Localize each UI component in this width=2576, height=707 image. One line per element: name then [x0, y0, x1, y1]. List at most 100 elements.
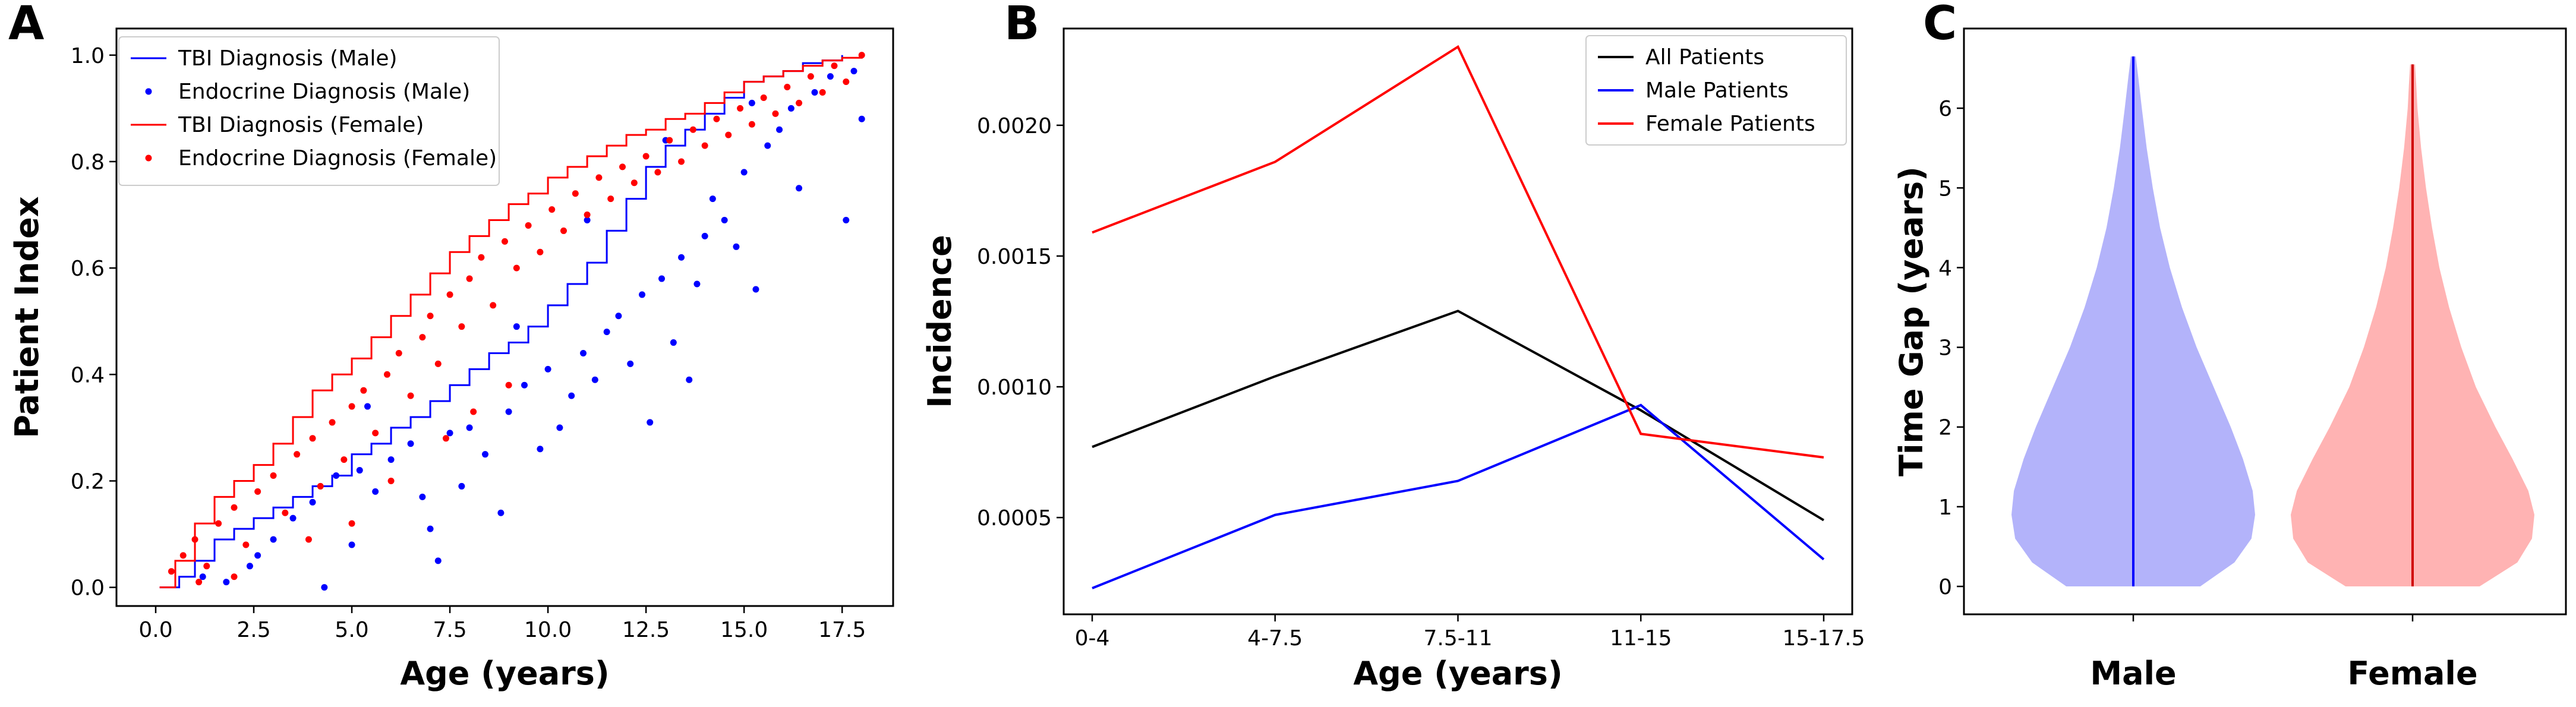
scatter-point [642, 153, 649, 160]
scatter-point [584, 217, 591, 224]
y-tick-label: 4 [1938, 256, 1952, 280]
scatter-point [513, 264, 520, 272]
scatter-point [446, 430, 453, 437]
category-label: Female [2347, 655, 2477, 692]
scatter-point [811, 89, 818, 96]
scatter-point [525, 222, 532, 229]
scatter-point [748, 99, 755, 106]
legend-entry: Male Patients [1645, 78, 1789, 103]
scatter-point [372, 488, 379, 495]
x-tick-label: 7.5-11 [1423, 626, 1492, 651]
scatter-point [497, 509, 505, 516]
scatter-point [407, 440, 414, 447]
category-label: Male [2090, 655, 2176, 692]
y-tick-label: 0.0020 [977, 114, 1052, 138]
y-tick-label: 0.0005 [977, 506, 1052, 531]
scatter-point [752, 286, 759, 293]
scatter-point [595, 174, 603, 181]
y-tick-label: 0.4 [71, 363, 105, 387]
scatter-point [383, 371, 390, 378]
scatter-point [658, 275, 666, 282]
scatter-point [282, 509, 289, 516]
scatter-point [246, 563, 253, 570]
scatter-point [548, 206, 556, 213]
scatter-point [748, 121, 755, 128]
scatter-point [502, 238, 508, 245]
x-tick-label: 15-17.5 [1783, 626, 1865, 651]
scatter-point [827, 73, 834, 80]
scatter-point [458, 482, 465, 490]
scatter-point [513, 323, 520, 330]
scatter-point [764, 142, 771, 149]
scatter-point [776, 126, 783, 133]
scatter-point [568, 392, 575, 399]
scatter-point [289, 515, 297, 522]
scatter-point [348, 541, 355, 548]
scatter-point [584, 212, 591, 219]
x-tick-label: 10.0 [524, 618, 572, 642]
x-tick-label: 0-4 [1075, 626, 1110, 651]
scatter-point [372, 430, 379, 437]
scatter-point [442, 435, 449, 442]
x-axis-label: Age (years) [1353, 655, 1562, 692]
scatter-point [713, 115, 720, 122]
y-axis-label: Patient Index [8, 196, 46, 438]
x-tick-label: 17.5 [818, 618, 866, 642]
legend-box [1585, 35, 1847, 146]
series-line-0 [159, 55, 843, 589]
scatter-point [231, 573, 238, 580]
y-tick-label: 0.0010 [977, 375, 1052, 400]
scatter-point [796, 99, 803, 106]
scatter-point [179, 552, 187, 559]
scatter-point [446, 291, 453, 298]
legend-entry: All Patients [1645, 45, 1764, 70]
scatter-point [348, 403, 355, 410]
scatter-point [481, 451, 488, 458]
series-line-0 [1092, 310, 1825, 522]
scatter-point [348, 520, 355, 527]
scatter-point [537, 446, 544, 453]
scatter-point [678, 158, 685, 165]
scatter-point [360, 387, 367, 394]
scatter-point [858, 52, 865, 59]
series-line-2 [1092, 45, 1824, 459]
scatter-point [305, 536, 312, 543]
scatter-point [419, 493, 426, 500]
scatter-point [647, 419, 654, 426]
scatter-point [639, 291, 646, 298]
panel-a: A 0.0 2.5 5.0 7.5 10.0 12.5 15.0 17.5 0.0 0.2 0.4 0… [8, 0, 894, 692]
scatter-point [196, 579, 203, 586]
scatter-point [537, 248, 544, 255]
y-tick-label: 2 [1938, 416, 1952, 440]
x-tick-label: 11-15 [1610, 626, 1672, 651]
scatter-point [831, 62, 838, 70]
scatter-point [591, 376, 598, 383]
scatter-point [580, 349, 587, 356]
scatter-point [721, 217, 728, 224]
scatter-point [819, 89, 826, 96]
scatter-point [490, 302, 497, 309]
y-axis-label: Time Gap (years) [1893, 166, 1930, 476]
scatter-point [603, 329, 610, 336]
scatter-point [387, 477, 395, 484]
panel-c: C 0 1 2 3 4 5 6 Time Gap (years) Male Female [1893, 0, 2567, 692]
scatter-point [478, 254, 485, 261]
scatter-point [223, 579, 230, 586]
scatter-point [678, 254, 685, 261]
scatter-point [670, 339, 677, 346]
y-tick-label: 0 [1938, 575, 1952, 599]
scatter-point [701, 142, 708, 149]
scatter-point [784, 84, 791, 91]
scatter-point [203, 563, 210, 570]
scatter-point [466, 275, 473, 282]
scatter-point [434, 360, 442, 367]
x-tick-label: 5.0 [335, 618, 368, 642]
scatter-point [627, 360, 634, 367]
legend-entry: Endocrine Diagnosis (Female) [178, 146, 497, 171]
scatter-point [270, 472, 277, 479]
scatter-point [387, 456, 395, 463]
scatter-point [807, 73, 814, 80]
scatter-point [858, 115, 865, 122]
scatter-point [843, 217, 850, 224]
scatter-point [168, 568, 175, 575]
